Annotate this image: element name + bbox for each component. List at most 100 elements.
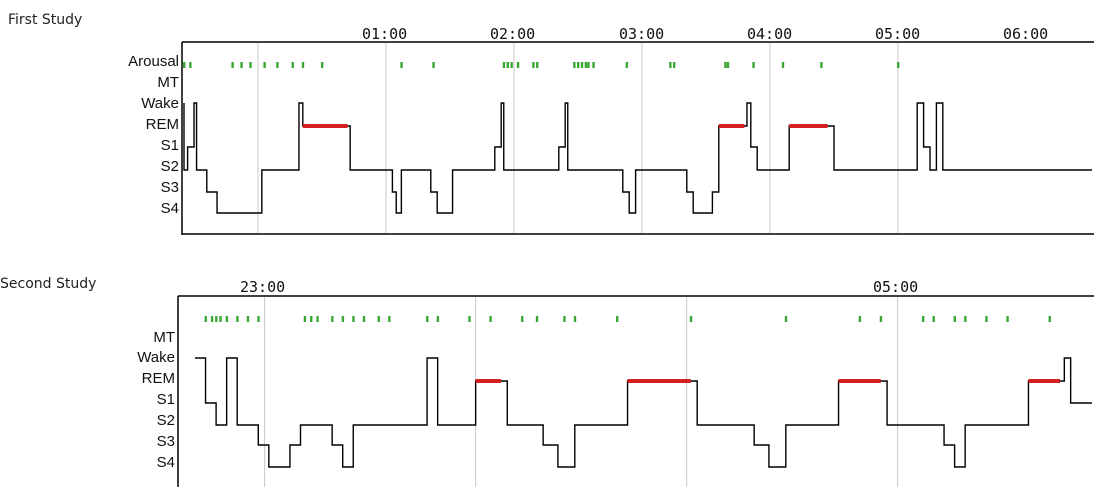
event-mark-3 [231, 62, 234, 68]
event-mark-19 [468, 316, 471, 322]
event-mark-19 [573, 62, 576, 68]
event-mark-16 [516, 62, 520, 68]
time-label-0300: 03:00 [619, 25, 664, 43]
first-study-frame [181, 41, 1094, 235]
event-mark-2 [215, 316, 218, 322]
event-mark-22 [584, 62, 588, 68]
event-mark-14 [362, 316, 366, 322]
event-mark-1 [183, 62, 186, 68]
event-mark-4 [240, 62, 243, 68]
event-mark-6 [263, 62, 266, 68]
event-mark-28 [858, 316, 862, 322]
event-mark-21 [580, 62, 584, 68]
event-mark-9 [310, 316, 313, 322]
first-study-panel: First Study 01:00 02:00 03:00 04:00 05:0… [8, 12, 1094, 235]
event-mark-7 [257, 316, 260, 322]
event-mark-18 [536, 62, 539, 68]
event-mark-5 [249, 62, 252, 68]
time-label-0600: 06:00 [1003, 25, 1048, 43]
event-mark-21 [521, 316, 524, 322]
event-mark-22 [535, 316, 539, 322]
event-mark-18 [436, 316, 440, 322]
stage-label-s1: S1 [161, 137, 179, 154]
event-mark-12 [432, 62, 435, 68]
event-mark-20 [489, 316, 492, 322]
event-mark-6 [246, 316, 250, 322]
second-study-stage-axis: MT Wake REM S1 S2 S3 S4 [137, 329, 175, 471]
stage-label-s2: S2 [161, 158, 179, 175]
event-mark-32 [820, 62, 823, 68]
event-mark-34 [985, 316, 988, 322]
second-study-gridlines [264, 297, 899, 487]
event-mark-10 [316, 316, 319, 322]
event-mark-28 [724, 62, 727, 68]
event-mark-10 [321, 62, 324, 68]
stage-label-s3: S3 [161, 179, 179, 196]
first-study-hypnogram [183, 102, 1092, 214]
second-study-title: Second Study [0, 276, 96, 292]
stage-label-mt: MT [157, 74, 179, 91]
event-mark-31 [932, 316, 935, 322]
first-study-time-axis: 01:00 02:00 03:00 04:00 05:00 06:00 [362, 25, 1048, 43]
event-mark-5 [236, 316, 239, 322]
second-study-mt-marks [204, 316, 1051, 322]
event-mark-14 [506, 62, 509, 68]
event-mark-35 [1006, 316, 1009, 322]
hypnogram-line [183, 102, 1092, 214]
event-mark-7 [276, 62, 279, 68]
stage-label-s4: S4 [157, 454, 175, 471]
stage-label-wake: Wake [141, 95, 179, 112]
hypnogram-line [195, 357, 1092, 468]
event-mark-15 [510, 62, 513, 68]
stage-label-rem: REM [146, 116, 179, 133]
event-mark-12 [341, 316, 345, 322]
stage-label-s4: S4 [161, 200, 179, 217]
event-mark-32 [953, 316, 956, 322]
event-mark-17 [426, 316, 429, 322]
stage-label-arousal: Arousal [128, 53, 179, 70]
event-mark-25 [625, 62, 629, 68]
event-mark-0 [204, 316, 207, 322]
event-mark-1 [210, 316, 214, 322]
event-mark-17 [532, 62, 535, 68]
time-label-0200: 02:00 [490, 25, 535, 43]
stage-label-mt: MT [153, 329, 175, 346]
time-label-0100: 01:00 [362, 25, 407, 43]
event-mark-29 [879, 316, 883, 322]
time-label-0500: 05:00 [875, 25, 920, 43]
event-mark-2 [189, 62, 192, 68]
first-study-stage-axis: Arousal MT Wake REM S1 S2 S3 S4 [128, 53, 179, 217]
time-label-0500: 05:00 [873, 278, 918, 296]
event-mark-9 [301, 62, 305, 68]
event-mark-13 [502, 62, 506, 68]
event-mark-33 [964, 316, 967, 322]
event-mark-25 [616, 316, 619, 322]
event-mark-23 [587, 62, 590, 68]
event-mark-26 [689, 316, 693, 322]
event-mark-11 [400, 62, 403, 68]
stage-label-s3: S3 [157, 433, 175, 450]
event-mark-30 [921, 316, 925, 322]
event-mark-24 [573, 316, 577, 322]
second-study-panel: Second Study 23:00 05:00 MT Wake REM S1 … [0, 276, 1094, 487]
second-study-frame [177, 295, 1094, 487]
event-mark-24 [592, 62, 595, 68]
stage-label-rem: REM [142, 370, 175, 387]
second-study-hypnogram [195, 357, 1092, 468]
first-study-gridlines [257, 43, 899, 233]
stage-label-s1: S1 [157, 391, 175, 408]
first-study-arousal-marks [183, 62, 900, 68]
second-study-time-axis: 23:00 05:00 [240, 278, 918, 296]
event-mark-15 [377, 316, 380, 322]
event-mark-16 [388, 316, 391, 322]
event-mark-27 [784, 316, 788, 322]
event-mark-26 [669, 62, 672, 68]
event-mark-8 [303, 316, 307, 322]
event-mark-33 [897, 62, 900, 68]
event-mark-3 [219, 316, 222, 322]
time-label-2300: 23:00 [240, 278, 285, 296]
first-study-title: First Study [8, 12, 82, 28]
event-mark-20 [577, 62, 580, 68]
event-mark-13 [352, 316, 355, 322]
